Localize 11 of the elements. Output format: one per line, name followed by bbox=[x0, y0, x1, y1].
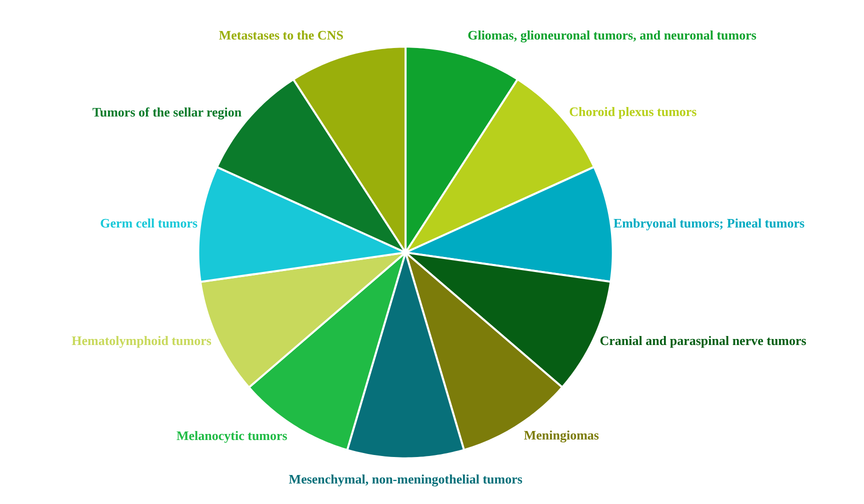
slice-label: Tumors of the sellar region bbox=[92, 104, 242, 120]
slice-label: Gliomas, glioneuronal tumors, and neuronal tumors bbox=[468, 28, 756, 43]
slice-label: Hematolymphoid tumors bbox=[72, 333, 212, 348]
slice-label: Choroid plexus tumors bbox=[569, 104, 697, 120]
slice-label: Germ cell tumors bbox=[100, 215, 198, 230]
slice-label: Meningiomas bbox=[524, 428, 600, 443]
slice-label: Embryonal tumors; Pineal tumors bbox=[614, 215, 805, 230]
slice-label: Melanocytic tumors bbox=[176, 428, 288, 443]
slice-label: Cranial and paraspinal nerve tumors bbox=[600, 333, 806, 348]
slice-label: Metastases to the CNS bbox=[218, 28, 344, 43]
slice-label: Mesenchymal, non-meningothelial tumors bbox=[288, 472, 522, 487]
